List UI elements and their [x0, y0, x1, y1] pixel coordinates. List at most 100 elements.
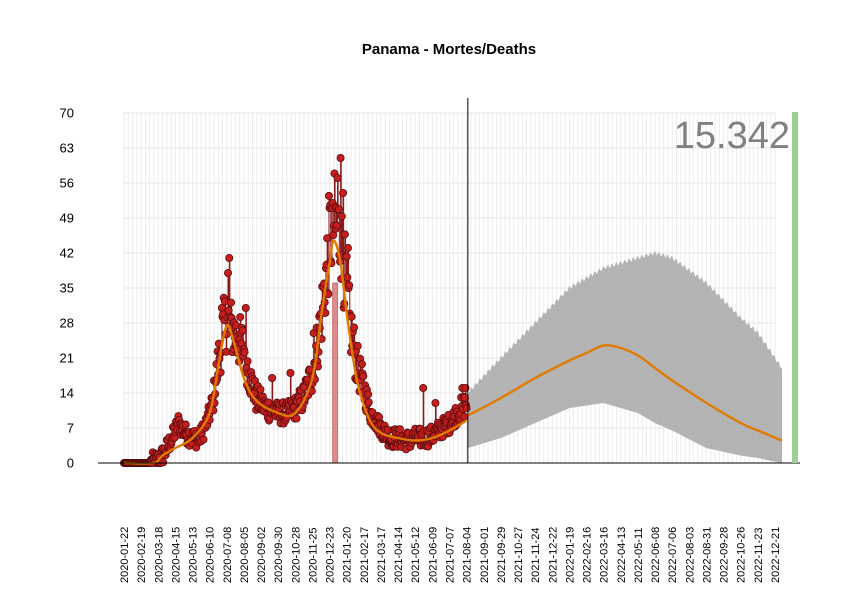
observed-point [238, 326, 247, 335]
forecast-band-bar [647, 256, 649, 419]
forecast-band-bar [720, 299, 722, 452]
forecast-band-bar [628, 259, 630, 411]
forecast-band-bar [695, 276, 697, 443]
forecast-band-bar [736, 314, 738, 455]
forecast-band-bar [655, 252, 657, 424]
forecast-band-bar [587, 278, 589, 406]
forecast-band-bar [755, 331, 757, 458]
forecast-band-bar [673, 261, 675, 432]
forecast-band-bar [471, 387, 472, 447]
forecast-band-bar [584, 278, 586, 406]
forecast-band-bar [687, 268, 689, 439]
forecast-band-bar [689, 270, 691, 440]
forecast-band-bar [469, 391, 471, 448]
forecast-band-bar [561, 296, 563, 412]
forecast-band-bar [676, 261, 678, 433]
forecast-band-bar [663, 255, 665, 428]
x-tick-label: 2022-04-13 [616, 527, 628, 583]
forecast-band-bar [617, 265, 619, 408]
forecast-band-bar [691, 271, 693, 441]
forecast-band-bar [683, 265, 685, 437]
forecast-band-bar [709, 285, 710, 449]
forecast-band-bar [476, 384, 478, 446]
forecast-band-bar [534, 322, 535, 424]
forecast-band-bar [717, 293, 719, 451]
observed-point [324, 191, 333, 200]
forecast-band-bar [743, 319, 745, 457]
forecast-band-bar [746, 324, 748, 457]
forecast-band-bar [512, 346, 513, 433]
forecast-band-bar [687, 269, 688, 439]
x-tick-label: 2020-01-22 [119, 527, 131, 583]
forecast-band-bar [616, 263, 618, 407]
forecast-band-bar [644, 255, 646, 418]
x-tick-label: 2021-04-14 [393, 527, 405, 583]
forecast-band-bar [712, 290, 714, 450]
x-tick-label: 2020-09-30 [273, 527, 285, 583]
forecast-band-bar [515, 344, 516, 432]
forecast-band-bar [543, 312, 545, 419]
forecast-band-bar [523, 335, 525, 428]
forecast-band-bar [724, 304, 726, 453]
forecast-band-bar [708, 286, 710, 449]
forecast-band-bar [694, 276, 696, 443]
forecast-band-bar [652, 254, 654, 422]
forecast-band-bar [714, 290, 716, 450]
observed-point [364, 398, 373, 407]
y-tick-label: 56 [60, 176, 74, 191]
forecast-band-bar [575, 286, 576, 408]
forecast-band-bar [731, 306, 732, 454]
forecast-band-bar [570, 287, 572, 408]
forecast-band-bar [548, 308, 550, 418]
forecast-band-bar [702, 280, 704, 447]
observed-point [358, 360, 367, 369]
forecast-band-bar [525, 331, 527, 428]
forecast-band-bar [715, 292, 717, 451]
forecast-band-bar [772, 355, 774, 462]
forecast-band-bar [538, 318, 540, 422]
forecast-band-bar [671, 256, 673, 431]
forecast-band-bar [678, 263, 680, 434]
forecast-band-bar [467, 393, 469, 448]
observed-point [241, 303, 250, 312]
forecast-band-bar [728, 307, 730, 453]
forecast-band-bar [756, 330, 758, 458]
forecast-band-bar [752, 326, 754, 458]
forecast-band-bar [633, 258, 635, 412]
forecast-band-bar [642, 257, 644, 417]
forecast-band-bar [540, 317, 542, 421]
forecast-band-bar [765, 344, 767, 460]
y-tick-label: 70 [60, 106, 74, 121]
forecast-band-bar [742, 320, 744, 456]
forecast-band-bar [674, 260, 676, 432]
observed-point [347, 312, 356, 321]
forecast-band-bar [705, 281, 707, 448]
forecast-band-bar [709, 285, 711, 449]
x-tick-label: 2021-08-04 [462, 527, 474, 583]
forecast-band-bar [610, 265, 612, 406]
forecast-band-bar [778, 363, 780, 463]
forecast-band-bar [618, 264, 620, 408]
forecast-band-bar [664, 257, 666, 428]
forecast-band-bar [601, 270, 603, 404]
forecast-band-bar [576, 283, 578, 407]
forecast-band-bar [675, 259, 677, 433]
forecast-band-bar [745, 322, 747, 457]
forecast-band-bar [481, 379, 483, 444]
forecast-band-bar [641, 255, 643, 416]
forecast-band-bar [519, 339, 521, 430]
forecast-band-bar [768, 349, 770, 461]
forecast-band-bar [715, 294, 717, 451]
observed-point [353, 341, 362, 350]
forecast-band-bar [706, 283, 708, 449]
forecast-band-bar [635, 260, 636, 413]
observed-point [462, 404, 471, 413]
forecast-band-bar [707, 285, 709, 449]
forecast-band-bar [553, 305, 555, 415]
forecast-band-bar [482, 375, 484, 444]
forecast-band-bar [571, 287, 573, 408]
forecast-band-bar [650, 253, 652, 421]
x-tick-labels: 2020-01-22 2020-02-19 2020-03-18 2020-04-15… [119, 527, 782, 583]
forecast-band-bar [568, 286, 570, 408]
forecast-band-bar [693, 272, 695, 442]
